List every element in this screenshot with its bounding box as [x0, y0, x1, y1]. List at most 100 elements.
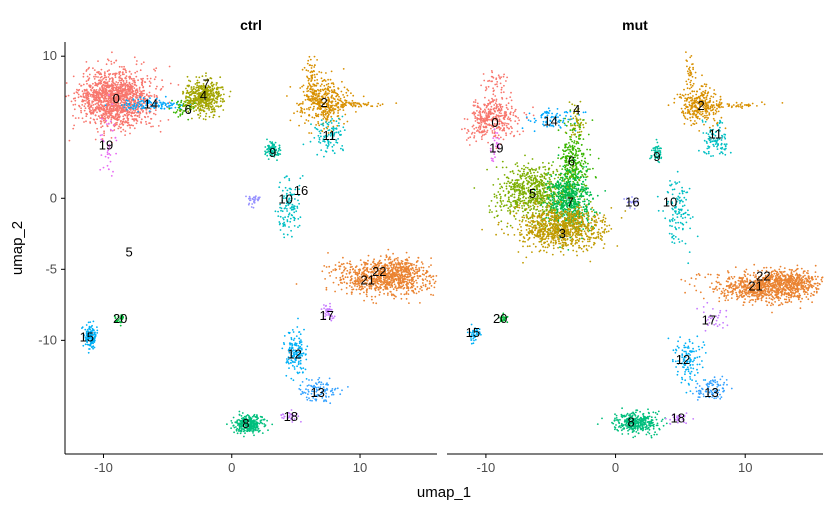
point — [136, 105, 138, 107]
point — [215, 84, 217, 86]
point — [333, 113, 335, 115]
point — [266, 139, 268, 141]
point — [517, 123, 519, 125]
point — [390, 284, 392, 286]
point — [407, 283, 409, 285]
point — [205, 72, 207, 74]
point — [308, 379, 310, 381]
point — [364, 103, 366, 105]
point — [86, 324, 88, 326]
point — [137, 79, 139, 81]
point — [327, 87, 329, 89]
point — [394, 287, 396, 289]
point — [469, 136, 471, 138]
point — [199, 112, 201, 114]
point — [394, 275, 396, 277]
point — [351, 275, 353, 277]
point — [167, 102, 169, 104]
point — [331, 146, 333, 148]
point — [255, 195, 257, 197]
point — [426, 289, 428, 291]
point — [87, 97, 89, 99]
point — [502, 115, 504, 117]
point — [249, 196, 251, 198]
point — [316, 154, 318, 156]
point — [351, 278, 353, 280]
point — [404, 271, 406, 273]
point — [474, 132, 476, 134]
point — [124, 68, 126, 70]
point — [307, 86, 309, 88]
point — [207, 103, 209, 105]
point — [341, 91, 343, 93]
point — [276, 151, 278, 153]
point — [355, 102, 357, 104]
point — [408, 293, 410, 295]
point — [476, 110, 478, 112]
point — [525, 114, 527, 116]
point — [380, 255, 382, 257]
point — [412, 272, 414, 274]
point — [313, 106, 315, 108]
point — [378, 289, 380, 291]
point — [120, 96, 122, 98]
point — [327, 117, 329, 119]
point — [340, 148, 342, 150]
point — [307, 87, 309, 89]
point — [127, 100, 129, 102]
point — [325, 80, 327, 82]
point — [101, 115, 103, 117]
point — [321, 382, 323, 384]
point — [415, 280, 417, 282]
point — [116, 140, 118, 142]
cluster-ctrl-8 — [226, 411, 273, 438]
point — [385, 282, 387, 284]
point — [379, 294, 381, 296]
point — [80, 112, 82, 114]
point — [338, 96, 340, 98]
point — [399, 279, 401, 281]
point — [113, 124, 115, 126]
point — [116, 73, 118, 75]
point — [410, 268, 412, 270]
point — [328, 272, 330, 274]
point — [195, 91, 197, 93]
point — [85, 120, 87, 122]
point — [310, 107, 312, 109]
point — [398, 267, 400, 269]
point — [264, 150, 266, 152]
point — [87, 68, 89, 70]
point — [101, 86, 103, 88]
point — [398, 283, 400, 285]
point — [294, 225, 296, 227]
point — [305, 388, 307, 390]
point — [326, 287, 328, 289]
point — [251, 430, 253, 432]
point — [293, 219, 295, 221]
point — [160, 102, 162, 104]
point — [211, 109, 213, 111]
point — [126, 104, 128, 106]
point — [108, 80, 110, 82]
point — [389, 256, 391, 258]
point — [254, 198, 256, 200]
point — [93, 90, 95, 92]
point — [507, 118, 509, 120]
point — [119, 84, 121, 86]
point — [254, 414, 256, 416]
point — [416, 293, 418, 295]
point — [125, 130, 127, 132]
point — [216, 89, 218, 91]
point — [312, 95, 314, 97]
point — [341, 145, 343, 147]
point — [93, 119, 95, 121]
point — [86, 61, 88, 63]
point — [310, 91, 312, 93]
point — [291, 344, 293, 346]
point — [290, 207, 292, 209]
point — [359, 269, 361, 271]
point — [260, 422, 262, 424]
point — [290, 120, 292, 122]
point — [80, 95, 82, 97]
point — [253, 197, 255, 199]
